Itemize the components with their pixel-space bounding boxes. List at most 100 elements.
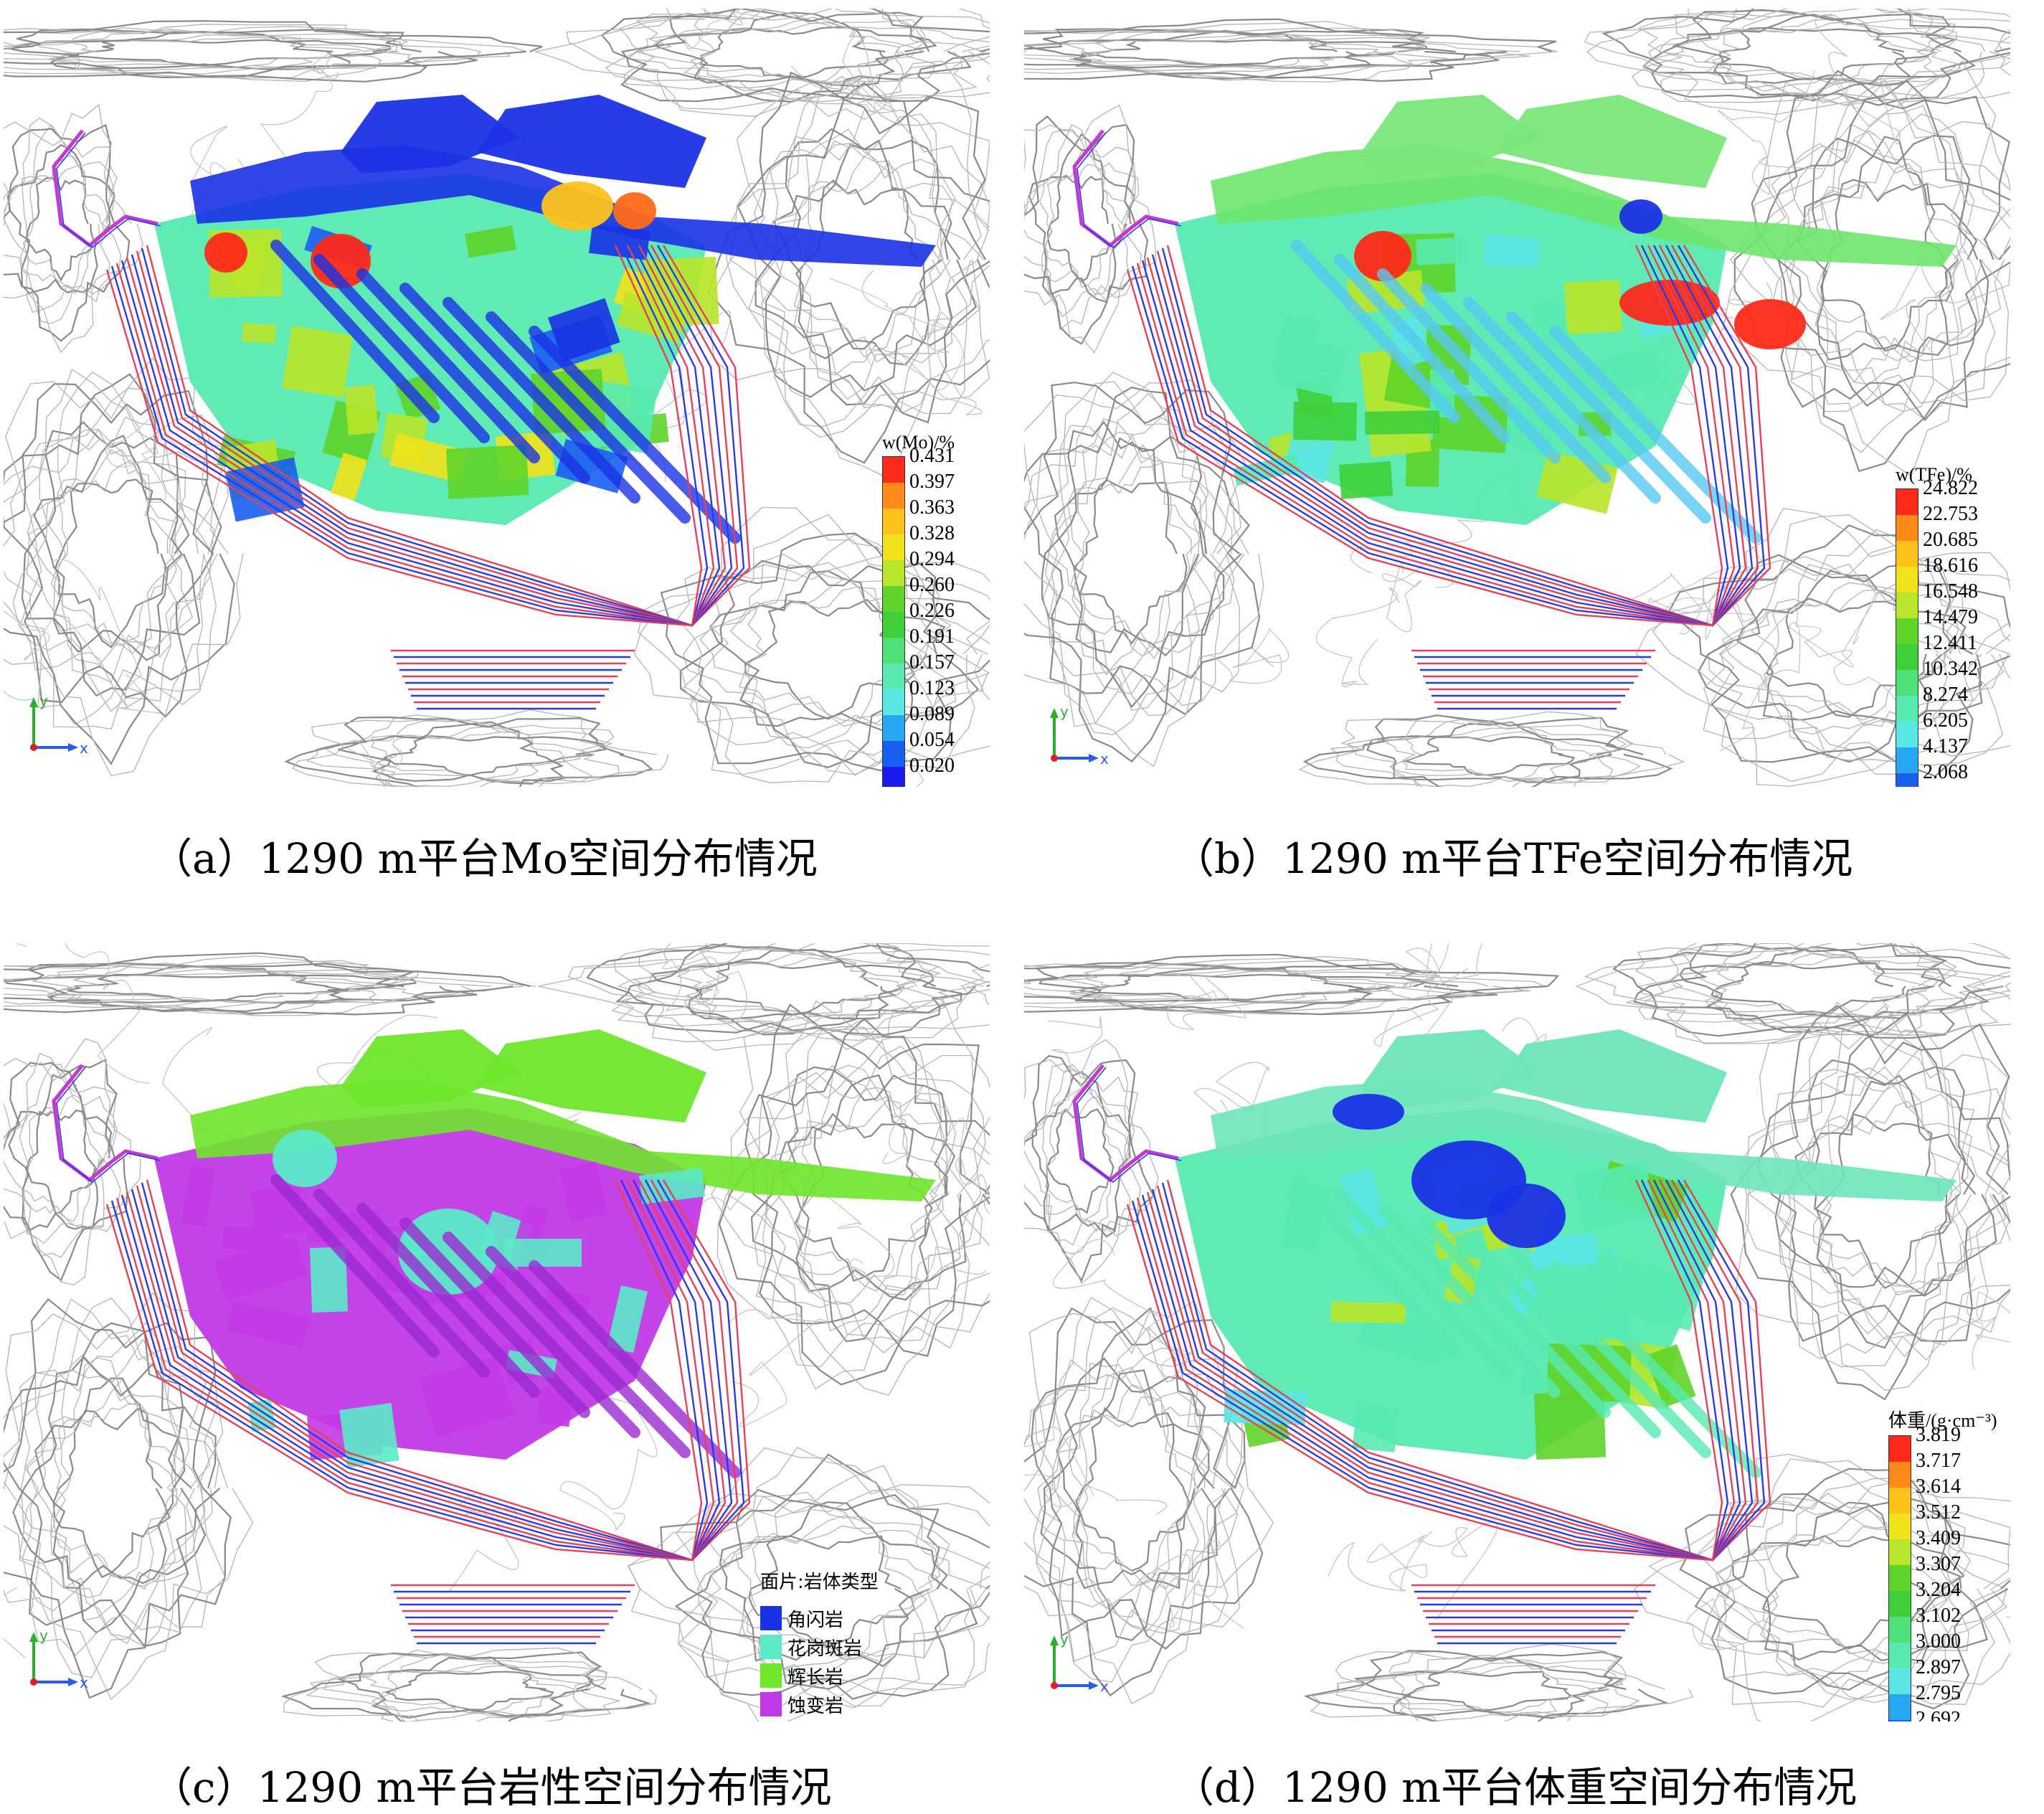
legend-color-swatch xyxy=(1889,1643,1911,1668)
legend-d: 体重/(g·cm⁻³) 3.819 3.717 3.614 3.512 3.409 3.3… xyxy=(1888,1406,1997,1721)
legend-value-label: 0.328 xyxy=(909,522,955,544)
legend-color-swatch xyxy=(883,663,904,689)
legend-value-label: 22.753 xyxy=(1923,503,1978,525)
caption-d: （d）1290 m平台体重空间分布情况 xyxy=(1173,1763,1858,1812)
orebody-blocks xyxy=(154,1029,936,1478)
pit-bench-lines xyxy=(52,1064,751,1645)
legend-category-item: 花岗斑岩 xyxy=(760,1633,879,1661)
legend-a-labels: 0.431 0.397 0.363 0.328 0.294 0.260 0.226 0.191… xyxy=(909,445,955,787)
legend-c: 面片:岩体类型 角闪岩 花岗斑岩 辉长岩 蚀变岩 xyxy=(760,1567,879,1719)
legend-value-label: 0.226 xyxy=(909,600,955,622)
legend-color-swatch xyxy=(1896,541,1918,567)
legend-value-label: 16.548 xyxy=(1923,580,1978,603)
legend-value-label: 3.307 xyxy=(1916,1553,1961,1575)
caption-a: （a）1290 m平台Mo空间分布情况 xyxy=(151,834,818,883)
legend-color-swatch xyxy=(1896,489,1918,515)
legend-value-label: 0.431 xyxy=(909,445,955,467)
legend-value-label: 24.822 xyxy=(1923,477,1978,499)
legend-color-swatch xyxy=(1896,773,1918,787)
legend-category-item: 角闪岩 xyxy=(760,1604,879,1633)
legend-color-swatch xyxy=(883,741,904,767)
legend-color-swatch xyxy=(883,457,904,483)
axes-icon: yx xyxy=(29,1627,88,1691)
axes-icon: yx xyxy=(29,692,88,757)
legend-category-swatch xyxy=(760,1663,782,1688)
map-a-svg xyxy=(4,9,990,787)
legend-category-swatch xyxy=(760,1606,782,1630)
legend-value-label: 3.717 xyxy=(1916,1450,1961,1472)
legend-value-label: 4.137 xyxy=(1923,735,1968,757)
map-d-svg xyxy=(1024,943,2010,1721)
legend-value-label: 2.692 xyxy=(1916,1708,1961,1721)
legend-value-label: 0.294 xyxy=(909,548,955,570)
caption-b: （b）1290 m平台TFe空间分布情况 xyxy=(1173,834,1853,883)
legend-b-labels: 24.822 22.753 20.685 18.616 16.548 14.479 12.4… xyxy=(1923,477,1978,787)
svg-text:x: x xyxy=(1100,750,1109,767)
legend-color-swatch xyxy=(883,715,904,741)
legend-color-swatch xyxy=(883,586,904,612)
legend-color-swatch xyxy=(1889,1513,1911,1539)
map-c-svg xyxy=(4,943,990,1721)
legend-color-swatch xyxy=(1896,722,1918,747)
legend-value-label: 2.068 xyxy=(1923,761,1968,783)
svg-text:y: y xyxy=(39,692,48,709)
legend-value-label: 3.512 xyxy=(1916,1501,1961,1524)
legend-value-label: 3.102 xyxy=(1916,1605,1961,1627)
legend-c-title: 面片:岩体类型 xyxy=(760,1572,879,1593)
legend-value-label: 0.089 xyxy=(909,703,955,725)
panel-d-map: 体重/(g·cm⁻³) 3.819 3.717 3.614 3.512 3.409 3.3… xyxy=(1024,943,2010,1721)
legend-color-swatch xyxy=(1889,1539,1911,1565)
legend-b: w(TFe)/% 24.822 22.753 20.685 18.616 16.548 1… xyxy=(1896,464,1978,787)
legend-value-label: 12.411 xyxy=(1923,632,1977,654)
pit-bench-lines xyxy=(1072,129,1771,710)
legend-category-label: 蚀变岩 xyxy=(787,1695,844,1717)
legend-value-label: 8.274 xyxy=(1923,684,1968,706)
legend-color-swatch xyxy=(883,767,904,787)
legend-color-swatch xyxy=(1896,618,1918,644)
legend-value-label: 0.397 xyxy=(909,471,955,493)
legend-color-swatch xyxy=(883,560,904,586)
legend-value-label: 3.614 xyxy=(1916,1475,1961,1498)
legend-value-label: 3.000 xyxy=(1916,1630,1961,1653)
legend-color-swatch xyxy=(1896,515,1918,541)
panel-a-map: w(Mo)/% 0.431 0.397 0.363 0.328 0.294 0.260 0.… xyxy=(4,9,990,787)
axes-icon: yx xyxy=(1050,1630,1109,1695)
legend-value-label: 0.000 xyxy=(1923,785,1978,787)
legend-a: w(Mo)/% 0.431 0.397 0.363 0.328 0.294 0.260 0.… xyxy=(882,432,955,787)
legend-color-swatch xyxy=(883,612,904,638)
legend-color-swatch xyxy=(1896,644,1918,670)
legend-color-swatch xyxy=(1889,1720,1911,1721)
legend-value-label: 14.479 xyxy=(1923,606,1978,628)
legend-value-label: 2.897 xyxy=(1916,1656,1961,1678)
legend-color-swatch xyxy=(1889,1436,1911,1462)
caption-c: （c）1290 m平台岩性空间分布情况 xyxy=(151,1763,832,1812)
legend-value-label: 0.054 xyxy=(909,729,955,751)
svg-text:x: x xyxy=(80,1674,88,1691)
svg-text:x: x xyxy=(1100,1678,1109,1695)
legend-color-swatch xyxy=(1896,747,1918,773)
legend-value-label: 3.204 xyxy=(1916,1579,1961,1601)
legend-category-item: 蚀变岩 xyxy=(760,1690,879,1719)
orebody-blocks xyxy=(1175,95,1957,544)
legend-color-swatch xyxy=(883,689,904,715)
orebody-blocks xyxy=(1175,1029,1957,1478)
legend-value-label: 0.191 xyxy=(909,625,955,648)
legend-value-label: 18.616 xyxy=(1923,554,1978,577)
legend-color-swatch xyxy=(883,509,904,534)
legend-value-label: 3.819 xyxy=(1916,1424,1961,1446)
topo-contours xyxy=(4,943,990,1721)
legend-color-swatch xyxy=(883,483,904,509)
pit-bench-lines xyxy=(1072,1064,1771,1645)
legend-value-label: 0.363 xyxy=(909,496,955,519)
legend-d-labels: 3.819 3.717 3.614 3.512 3.409 3.307 3.204 3.102… xyxy=(1916,1424,1961,1721)
pit-bench-lines xyxy=(52,129,751,710)
legend-color-swatch xyxy=(1896,567,1918,592)
legend-category-label: 花岗斑岩 xyxy=(787,1638,863,1660)
legend-a-title: w(Mo)/% xyxy=(882,432,955,453)
legend-color-swatch xyxy=(1889,1591,1911,1617)
legend-color-swatch xyxy=(883,534,904,560)
